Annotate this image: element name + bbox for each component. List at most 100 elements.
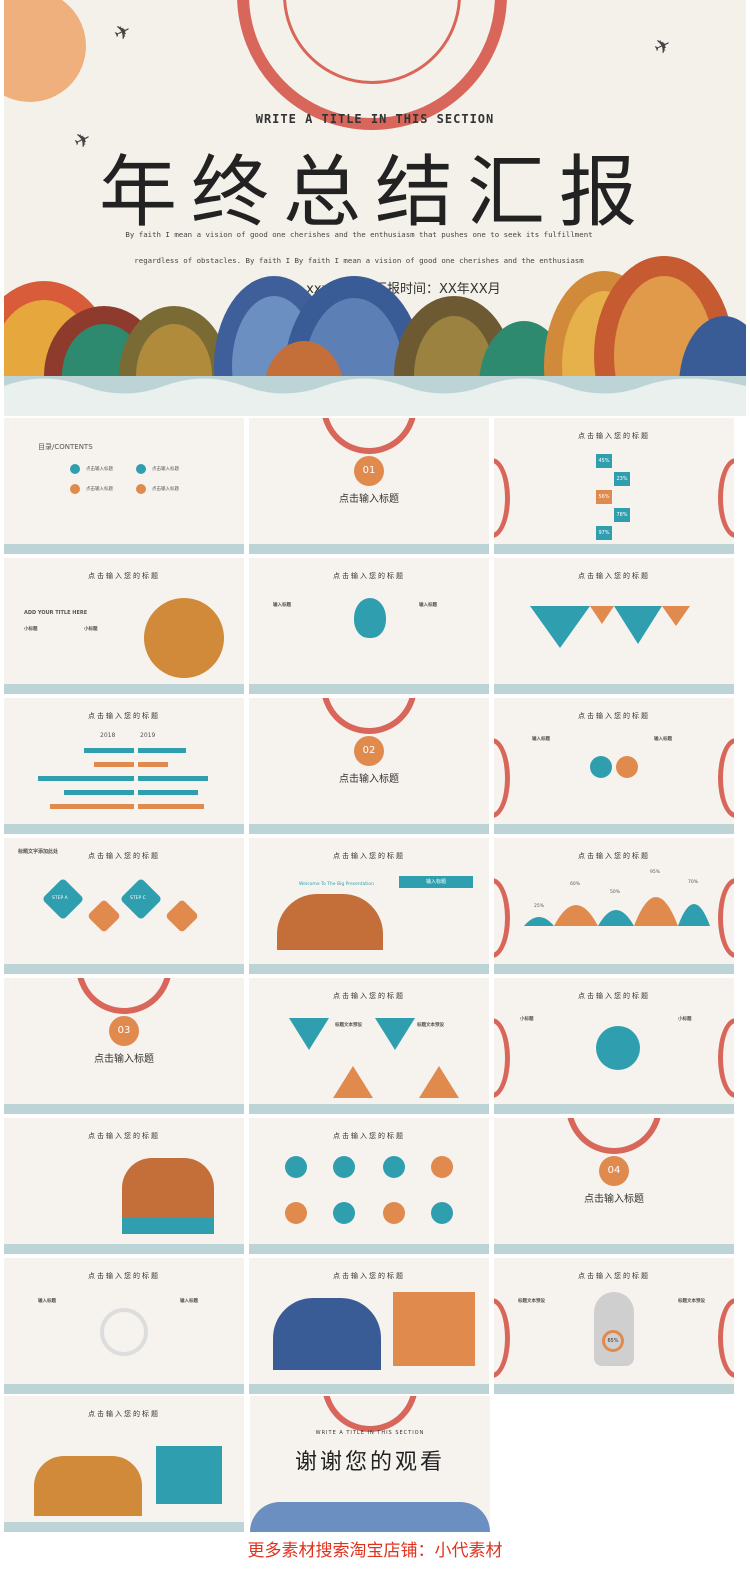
slide-contents[interactable]: 目录/CONTENTS 点击输入标题 点击输入标题 点击输入标题 点击输入标题 <box>4 418 244 554</box>
step-label: STEP C <box>130 896 146 901</box>
network-icon <box>431 1156 453 1178</box>
slide-hub[interactable]: 点击输入您的标题 输入标题 输入标题 <box>494 698 734 834</box>
bar <box>138 790 198 795</box>
percent-box: 45% <box>596 454 612 468</box>
mountain-strip <box>4 544 244 554</box>
slide-percent-flow[interactable]: 点击输入您的标题 45% 23% 56% 78% 97% <box>494 418 734 554</box>
mountain-strip <box>249 1244 489 1254</box>
slide-heading: 点击输入您的标题 <box>88 1272 160 1280</box>
wave-percent: 95% <box>650 870 661 875</box>
mountain-strip <box>249 1384 489 1394</box>
mountain-strip <box>4 824 244 834</box>
year-label: 2018 <box>100 732 116 739</box>
hero-subtitle: WRITE A TITLE IN THIS SECTION <box>255 112 495 126</box>
hero-title: 年终总结汇报 <box>98 148 651 238</box>
funnel-graphic <box>289 1018 459 1098</box>
slide-heading: 点击输入您的标题 <box>333 1272 405 1280</box>
slide-steps[interactable]: 点击输入您的标题 标题文字添加此处 STEP A STEP C <box>4 838 244 974</box>
step-label: STEP A <box>52 896 68 901</box>
slide-heading: 点击输入您的标题 <box>333 572 405 580</box>
mountain-strip <box>4 1244 244 1254</box>
slide-add-title[interactable]: 点击输入您的标题 ADD YOUR TITLE HERE 小标题 小标题 <box>4 558 244 694</box>
slide-thanks[interactable]: WRITE A TITLE IN THIS SECTION 谢谢您的观看 <box>250 1396 490 1532</box>
slide-heading: 点击输入您的标题 <box>88 572 160 580</box>
text-title: 标题文本预设 <box>417 1023 444 1028</box>
document-icon <box>333 1202 355 1224</box>
slide-icon-circle[interactable]: 点击输入您的标题 小标题 小标题 <box>494 978 734 1114</box>
input-title: 输入标题 <box>38 1299 56 1304</box>
sun-shape <box>4 0 86 102</box>
slide-heading: 点击输入您的标题 <box>333 992 405 1000</box>
toc-dot <box>136 464 146 474</box>
input-title: 输入标题 <box>654 737 672 742</box>
mountain-image <box>277 894 383 950</box>
slide-icon-grid[interactable]: 点击输入您的标题 <box>249 1118 489 1254</box>
mountain-strip <box>494 1244 734 1254</box>
slide-heading: 点击输入您的标题 <box>578 712 650 720</box>
toc-item: 点击输入标题 <box>152 487 179 492</box>
mountain-image <box>273 1298 381 1370</box>
toc-dot <box>136 484 146 494</box>
slide-wave-chart[interactable]: 点击输入您的标题 25% 60% 50% 95% 70% <box>494 838 734 974</box>
slide-image-box[interactable]: 点击输入您的标题 <box>4 1396 244 1532</box>
welcome-text: Welcome To The Big Presentation <box>299 882 374 887</box>
slide-welcome[interactable]: 点击输入您的标题 Welcome To The Big Presentation… <box>249 838 489 974</box>
slide-search-house[interactable]: 点击输入您的标题 输入标题 输入标题 <box>4 1258 244 1394</box>
mountain-strip <box>250 1502 490 1532</box>
input-title: 输入标题 <box>273 603 291 608</box>
step-diamond <box>165 899 199 933</box>
section-number: 02 <box>354 736 384 766</box>
mountain-strip <box>249 964 489 974</box>
crane-icon: ✈ <box>109 17 136 47</box>
toc-dot <box>70 464 80 474</box>
window-ornament <box>494 1298 510 1378</box>
slide-triangles[interactable]: 点击输入您的标题 <box>494 558 734 694</box>
window-ornament <box>718 1018 734 1098</box>
slide-balloon[interactable]: 点击输入您的标题 输入标题 输入标题 <box>249 558 489 694</box>
section-title: 点击输入标题 <box>339 774 399 785</box>
footer-promo: 更多素材搜索淘宝店铺：小代素材 <box>247 1541 503 1561</box>
slide-dots-image[interactable]: 点击输入您的标题 <box>4 1118 244 1254</box>
sub-title: 小标题 <box>24 627 38 632</box>
slide-section-03[interactable]: 03 点击输入标题 <box>4 978 244 1114</box>
window-ornament <box>494 738 510 818</box>
text-title: 标题文本预设 <box>518 1299 545 1304</box>
briefcase-icon <box>285 1156 307 1178</box>
hand-icon <box>594 1292 634 1366</box>
mountain-strip <box>494 964 734 974</box>
section-title: 点击输入标题 <box>94 1054 154 1065</box>
wave-percent: 50% <box>610 890 621 895</box>
slide-hand[interactable]: 点击输入您的标题 65% 标题文本预设 标题文本预设 <box>494 1258 734 1394</box>
step-diamond <box>87 899 121 933</box>
slide-heading: 点击输入您的标题 <box>578 992 650 1000</box>
toc-item: 点击输入标题 <box>86 467 113 472</box>
slide-heading: 点击输入您的标题 <box>88 1132 160 1140</box>
slide-section-04[interactable]: 04 点击输入标题 <box>494 1118 734 1254</box>
input-title: 输入标题 <box>180 1299 198 1304</box>
round-window-ornament <box>322 1396 418 1432</box>
thanks-title: 谢谢您的观看 <box>294 1450 445 1475</box>
slide-section-02[interactable]: 02 点击输入标题 <box>249 698 489 834</box>
slide-funnel[interactable]: 点击输入您的标题 标题文本预设 标题文本预设 <box>249 978 489 1114</box>
input-title: 输入标题 <box>419 603 437 608</box>
mountain-strip <box>249 684 489 694</box>
mountain-image <box>34 1456 142 1516</box>
caption-bar <box>122 1218 214 1234</box>
mountain-strip <box>494 1104 734 1114</box>
mountain-strip <box>4 1104 244 1114</box>
wave-percent: 70% <box>688 880 699 885</box>
input-title: 输入标题 <box>532 737 550 742</box>
mountain-strip <box>494 684 734 694</box>
slide-heading: 点击输入您的标题 <box>578 572 650 580</box>
bar <box>138 776 208 781</box>
slide-bar-compare[interactable]: 点击输入您的标题 2018 2019 <box>4 698 244 834</box>
bar <box>38 776 134 781</box>
triangle-graphic <box>530 606 690 648</box>
bar <box>94 762 134 767</box>
percent-ring: 65% <box>602 1330 624 1352</box>
sub-title: 小标题 <box>520 1017 534 1022</box>
slide-section-01[interactable]: 01 点击输入标题 <box>249 418 489 554</box>
slide-image-text[interactable]: 点击输入您的标题 <box>249 1258 489 1394</box>
window-ornament <box>718 458 734 538</box>
percent-box: 78% <box>614 508 630 522</box>
